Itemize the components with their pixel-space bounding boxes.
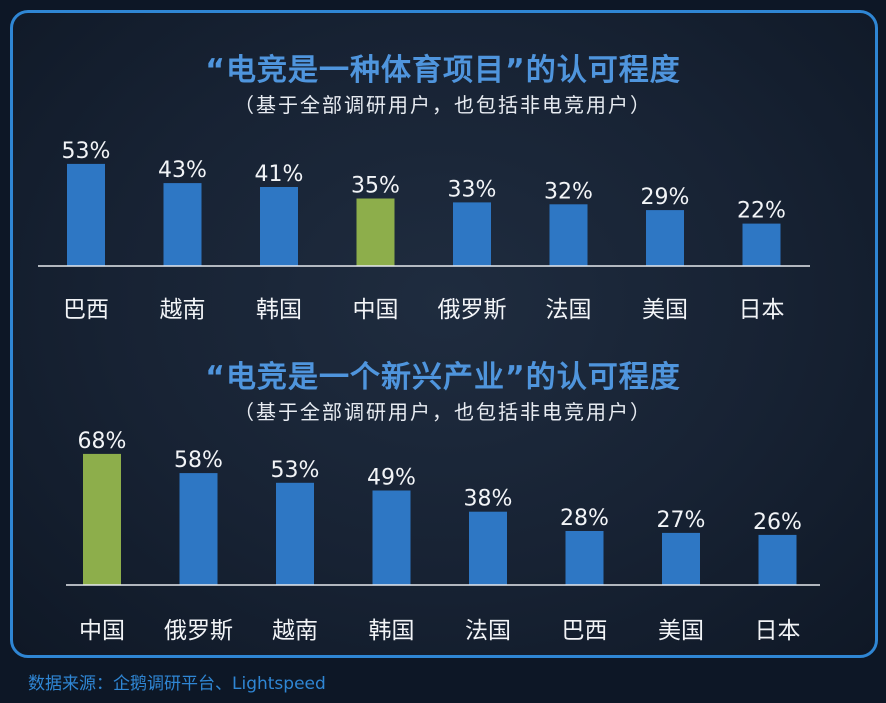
category-label: 俄罗斯 — [438, 297, 507, 323]
bar-3 — [276, 482, 314, 585]
bar-5 — [453, 202, 491, 266]
bar-7 — [646, 210, 684, 266]
category-label: 中国 — [79, 618, 125, 644]
bar-4 — [356, 198, 395, 266]
category-label: 法国 — [546, 297, 592, 323]
value-label: 35% — [351, 174, 400, 199]
value-label: 29% — [641, 185, 690, 210]
category-label: 巴西 — [562, 618, 608, 644]
chart-1-title: “电竞是一种体育项目”的认可程度 — [205, 53, 681, 88]
value-label: 32% — [544, 179, 593, 204]
category-label: 美国 — [642, 297, 688, 323]
chart-2-subtitle: （基于全部调研用户，也包括非电竞用户） — [234, 400, 652, 424]
value-label: 68% — [78, 429, 127, 454]
category-label: 越南 — [160, 297, 206, 323]
chart-2-industry-recognition: 68% 中国 58% 俄罗斯 53% 越南 49% 韩国 38% 法国 28% 巴西 27% 美国 26% 日… — [66, 429, 820, 644]
category-label: 日本 — [755, 618, 801, 644]
bar-7 — [662, 532, 700, 585]
bar-6 — [565, 531, 604, 585]
value-label: 41% — [255, 162, 304, 187]
category-label: 日本 — [739, 297, 785, 323]
bar-5 — [469, 511, 507, 585]
chart-1-subtitle: （基于全部调研用户，也包括非电竞用户） — [234, 93, 652, 117]
value-label: 58% — [174, 448, 223, 473]
value-label: 28% — [560, 506, 609, 531]
source-note: 数据来源：企鹅调研平台、Lightspeed — [28, 674, 326, 694]
chart-2-title: “电竞是一个新兴产业”的认可程度 — [205, 360, 681, 395]
bar-1 — [83, 453, 121, 585]
category-label: 韩国 — [369, 618, 415, 644]
bar-1 — [67, 163, 105, 266]
bar-2 — [163, 183, 202, 266]
bar-8 — [758, 534, 797, 585]
category-label: 越南 — [272, 618, 318, 644]
value-label: 53% — [271, 458, 320, 483]
value-label: 33% — [448, 177, 497, 202]
category-label: 中国 — [353, 297, 399, 323]
chart-1-sports-recognition: 53% 巴西 43% 越南 41% 韩国 35% 中国 33% 俄罗斯 32% 法国 29% 美国 22% 日… — [38, 139, 810, 323]
category-label: 韩国 — [256, 297, 302, 323]
category-label: 法国 — [465, 618, 511, 644]
value-label: 49% — [367, 466, 416, 491]
chart-panel — [10, 10, 878, 658]
bar-2 — [179, 473, 218, 585]
category-label: 巴西 — [63, 297, 109, 323]
bar-6 — [549, 204, 588, 266]
value-label: 43% — [158, 158, 207, 183]
category-label: 美国 — [658, 618, 704, 644]
bar-3 — [260, 187, 298, 266]
bar-4 — [372, 490, 411, 585]
value-label: 27% — [657, 508, 706, 533]
category-label: 俄罗斯 — [164, 618, 233, 644]
bar-8 — [742, 223, 781, 266]
value-label: 26% — [753, 510, 802, 535]
value-label: 22% — [737, 199, 786, 224]
value-label: 38% — [464, 487, 513, 512]
value-label: 53% — [62, 139, 111, 164]
